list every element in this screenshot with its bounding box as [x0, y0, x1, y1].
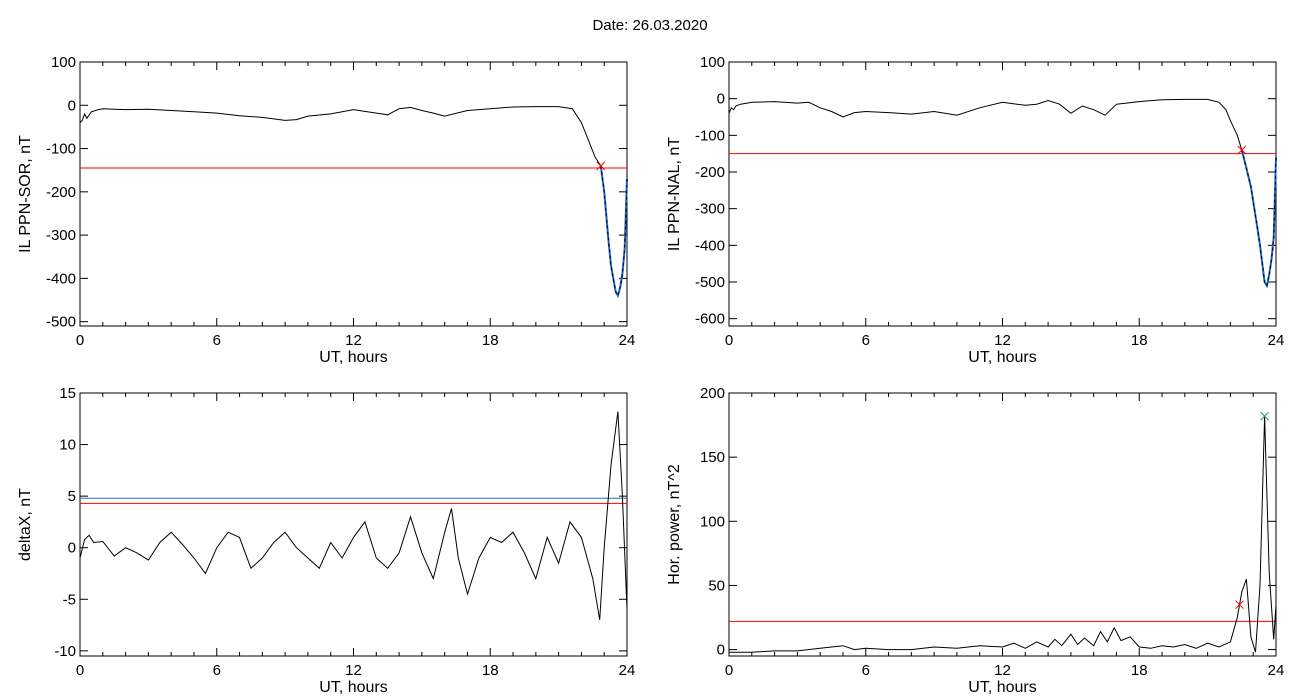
x-tick-label: 0: [76, 662, 84, 679]
x-tick-label: 18: [1131, 662, 1148, 679]
date-value: 26.03.2020: [632, 17, 708, 34]
marker-x-red: [596, 161, 606, 171]
x-axis-label: UT, hours: [319, 679, 387, 696]
x-tick-label: 0: [725, 332, 733, 349]
x-tick-label: 6: [213, 332, 221, 349]
marker-x-teal: [1260, 411, 1269, 421]
y-tick-label: 0: [68, 540, 76, 557]
x-tick-label: 0: [725, 662, 733, 679]
x-tick-label: 12: [345, 662, 362, 679]
plot-frame: [79, 61, 628, 327]
date-header: Date: 26.03.2020: [0, 17, 1300, 34]
x-tick-label: 12: [994, 332, 1011, 349]
x-axis-label: UT, hours: [319, 349, 387, 366]
y-axis-label: IL PPN-SOR, nT: [17, 135, 34, 253]
marker-stroke: [1235, 600, 1244, 610]
y-tick-label: -100: [46, 141, 76, 158]
y-tick-label: -500: [695, 274, 725, 291]
y-tick-label: -200: [695, 164, 725, 181]
y-tick-label: 100: [700, 513, 725, 530]
y-tick-label: 5: [68, 488, 76, 505]
chart-panel-2: 0 6 12 18 24 100 0 -100 -200 -300 -400 -500 -600 UT, …: [666, 54, 1284, 366]
y-tick-label: -300: [46, 227, 76, 244]
x-tick-label: 24: [619, 332, 636, 349]
marker-stroke: [1260, 411, 1269, 421]
y-tick-label: -400: [695, 237, 725, 254]
y-tick-label: 0: [717, 91, 725, 108]
x-axis-label: UT, hours: [968, 679, 1036, 696]
x-axis-label: UT, hours: [968, 349, 1036, 366]
x-tick-label: 24: [1268, 332, 1285, 349]
chart-panel-4: 0 6 12 18 24 200 150 100 50 0 UT, hours Hor. power,…: [666, 385, 1284, 696]
marker-stroke: [1237, 145, 1247, 155]
chart-panel-1: 0 6 12 18 24 100 0 -100 -200 -300 -400 -500 UT, hour…: [17, 54, 635, 366]
marker-stroke: [596, 161, 606, 171]
y-tick-label: -500: [46, 314, 76, 331]
series-line: [79, 106, 602, 167]
x-tick-label: 24: [619, 662, 636, 679]
y-axis-label: IL PPN-NAL, nT: [666, 137, 683, 251]
y-tick-label: 100: [700, 54, 725, 71]
y-tick-label: -400: [46, 270, 76, 287]
x-tick-label: 6: [862, 662, 870, 679]
date-label: Date:: [592, 17, 629, 34]
y-tick-label: 0: [717, 642, 725, 659]
y-axis-label: Hor. power, nT^2: [666, 464, 683, 585]
x-tick-label: 18: [1131, 332, 1148, 349]
series-line-overlay: [600, 165, 628, 298]
plot-frame: [728, 61, 1277, 327]
y-tick-label: 150: [700, 449, 725, 466]
series-line-highlight: [599, 165, 628, 299]
x-tick-label: 0: [76, 332, 84, 349]
y-tick-label: 100: [51, 54, 76, 71]
y-tick-label: -200: [46, 184, 76, 201]
x-tick-label: 12: [345, 332, 362, 349]
y-tick-label: 0: [68, 97, 76, 114]
y-tick-label: 200: [700, 385, 725, 402]
series-line: [729, 416, 1277, 653]
series-line: [79, 411, 628, 620]
x-tick-label: 18: [482, 662, 499, 679]
series-line: [728, 98, 1243, 151]
marker-x-red: [1235, 600, 1244, 610]
x-tick-label: 6: [862, 332, 870, 349]
y-tick-label: -5: [63, 591, 76, 608]
marker-x-red: [1237, 145, 1247, 155]
x-tick-label: 18: [482, 332, 499, 349]
y-tick-label: -100: [695, 127, 725, 144]
y-tick-label: 15: [59, 385, 76, 402]
x-tick-label: 6: [213, 662, 221, 679]
y-axis-label: deltaX, nT: [17, 488, 34, 561]
y-tick-label: -10: [54, 643, 76, 660]
x-tick-label: 12: [994, 662, 1011, 679]
x-tick-label: 24: [1268, 662, 1285, 679]
y-tick-label: -600: [695, 311, 725, 328]
y-tick-label: -300: [695, 201, 725, 218]
chart-panel-3: 0 6 12 18 24 15 10 5 0 -5 -10 UT, hours deltaX, nT: [17, 385, 635, 696]
series-line-overlay: [1241, 149, 1277, 288]
y-tick-label: 50: [708, 577, 725, 594]
plot-frame: [728, 392, 1277, 657]
plot-frame: [79, 392, 628, 657]
y-tick-label: 10: [59, 437, 76, 454]
